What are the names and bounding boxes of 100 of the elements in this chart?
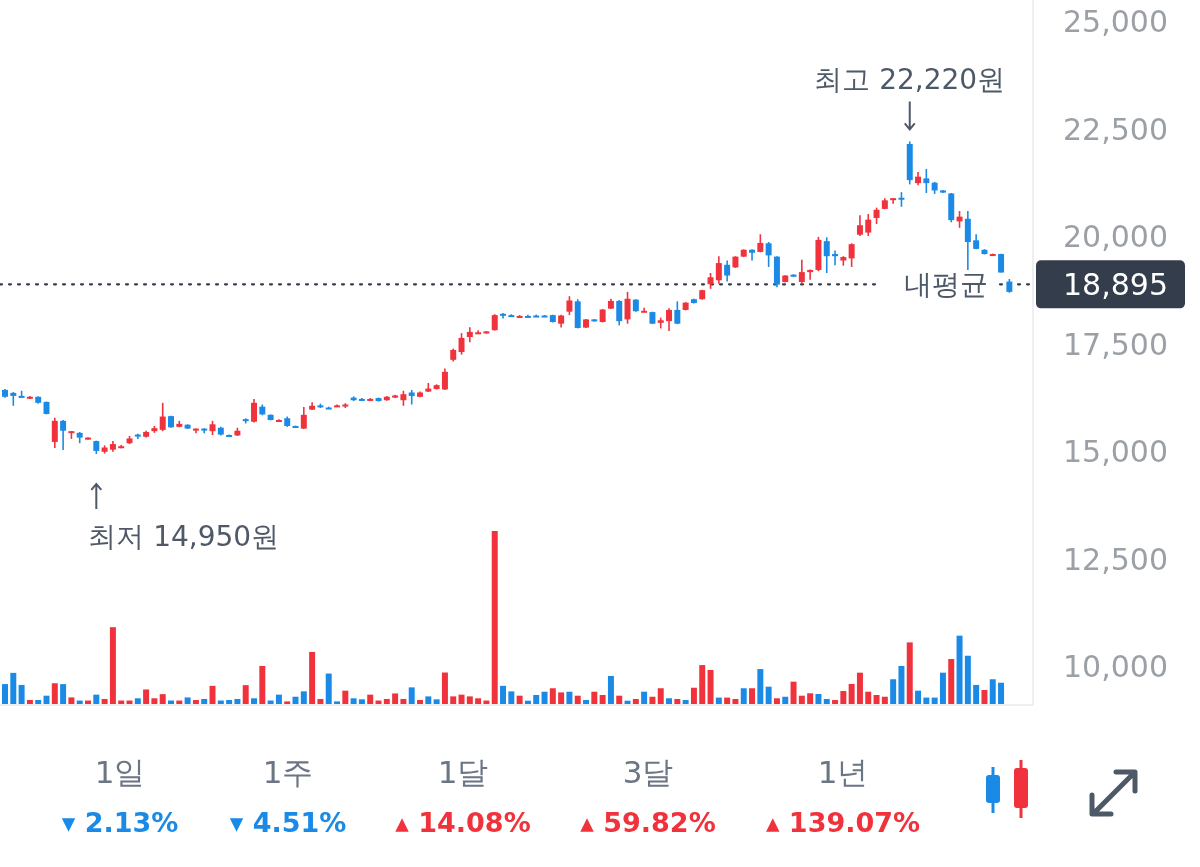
bar — [674, 698, 681, 704]
bar — [317, 698, 324, 704]
bar — [101, 698, 108, 704]
bar — [649, 696, 656, 704]
bar — [516, 695, 523, 704]
bar — [433, 699, 440, 704]
annotation: 최고 22,220원 — [814, 63, 1006, 97]
bar — [607, 675, 614, 704]
bar — [441, 672, 448, 704]
ref-line-label: 내평균 — [904, 267, 988, 301]
text: ▾ 2.13% — [61, 807, 179, 838]
bar — [848, 683, 855, 704]
bar — [998, 682, 1005, 704]
bar — [342, 690, 349, 704]
bar — [358, 699, 365, 704]
bar — [491, 531, 498, 704]
bar — [151, 698, 158, 704]
bar — [906, 642, 913, 704]
bar — [823, 698, 830, 704]
bar — [309, 651, 316, 704]
bar — [798, 695, 805, 704]
bar — [392, 693, 399, 704]
bar — [367, 694, 374, 704]
bar — [981, 689, 988, 704]
bar — [26, 700, 33, 704]
text: ▴ 59.82% — [580, 807, 716, 838]
bar — [383, 698, 390, 704]
bar — [948, 659, 955, 704]
text: ▾ 4.51% — [229, 807, 347, 838]
bar — [143, 689, 150, 704]
bar — [898, 665, 905, 704]
bar — [192, 700, 199, 704]
bar — [690, 687, 697, 704]
bar — [251, 698, 257, 704]
bar — [757, 669, 764, 704]
bar — [956, 635, 963, 704]
bar — [60, 684, 67, 704]
bar — [558, 692, 565, 704]
bar — [417, 700, 424, 704]
bar — [325, 673, 332, 704]
bar — [408, 687, 415, 704]
bar — [624, 700, 631, 704]
bar — [2, 684, 8, 704]
category-label: 1일 — [94, 754, 146, 790]
bar — [964, 655, 971, 704]
y-tick-label: 22,500 — [1063, 111, 1168, 147]
y-tick-label: 12,500 — [1063, 541, 1168, 577]
bar — [425, 696, 432, 704]
bar — [51, 683, 58, 704]
bar — [524, 700, 531, 704]
bar — [226, 700, 233, 704]
bar — [184, 697, 191, 704]
bar — [450, 696, 457, 704]
bar — [815, 693, 822, 704]
bar — [931, 697, 938, 704]
bar — [284, 701, 291, 704]
bar — [807, 693, 814, 704]
category-label: 1주 — [262, 754, 314, 790]
bar — [68, 697, 75, 704]
bar — [566, 691, 573, 704]
text: ▴ 139.07% — [765, 807, 921, 838]
bar — [18, 684, 25, 704]
y-tick-label: 25,000 — [1063, 4, 1168, 40]
bar — [765, 686, 772, 704]
bar — [292, 696, 299, 704]
bar — [632, 698, 639, 704]
y-tick-label: 20,000 — [1063, 219, 1168, 255]
bar — [715, 697, 722, 704]
annotation: 최저 14,950원 — [88, 519, 280, 553]
bar — [856, 672, 863, 704]
bar — [475, 698, 482, 704]
bar — [334, 701, 340, 704]
bar — [458, 694, 465, 704]
bar — [989, 679, 996, 704]
bar — [234, 698, 241, 704]
category-label: 1달 — [437, 754, 489, 790]
bar — [159, 694, 166, 704]
bar — [508, 691, 515, 704]
bar — [915, 690, 922, 704]
bar — [350, 698, 357, 704]
bar — [500, 685, 507, 704]
bar — [259, 665, 266, 704]
bar — [682, 700, 689, 704]
bar — [533, 695, 540, 704]
bar — [35, 700, 42, 704]
bar — [890, 679, 897, 704]
bar — [93, 694, 100, 704]
bar — [109, 627, 116, 704]
bar — [574, 695, 581, 704]
bar — [134, 698, 141, 704]
bar — [466, 696, 473, 704]
bar — [724, 697, 731, 704]
bar — [541, 691, 548, 704]
bar — [832, 700, 839, 704]
bar — [549, 688, 556, 704]
bar — [657, 688, 664, 704]
bar — [599, 695, 606, 704]
bar — [666, 698, 673, 704]
bar — [583, 700, 590, 704]
bar — [242, 685, 249, 704]
